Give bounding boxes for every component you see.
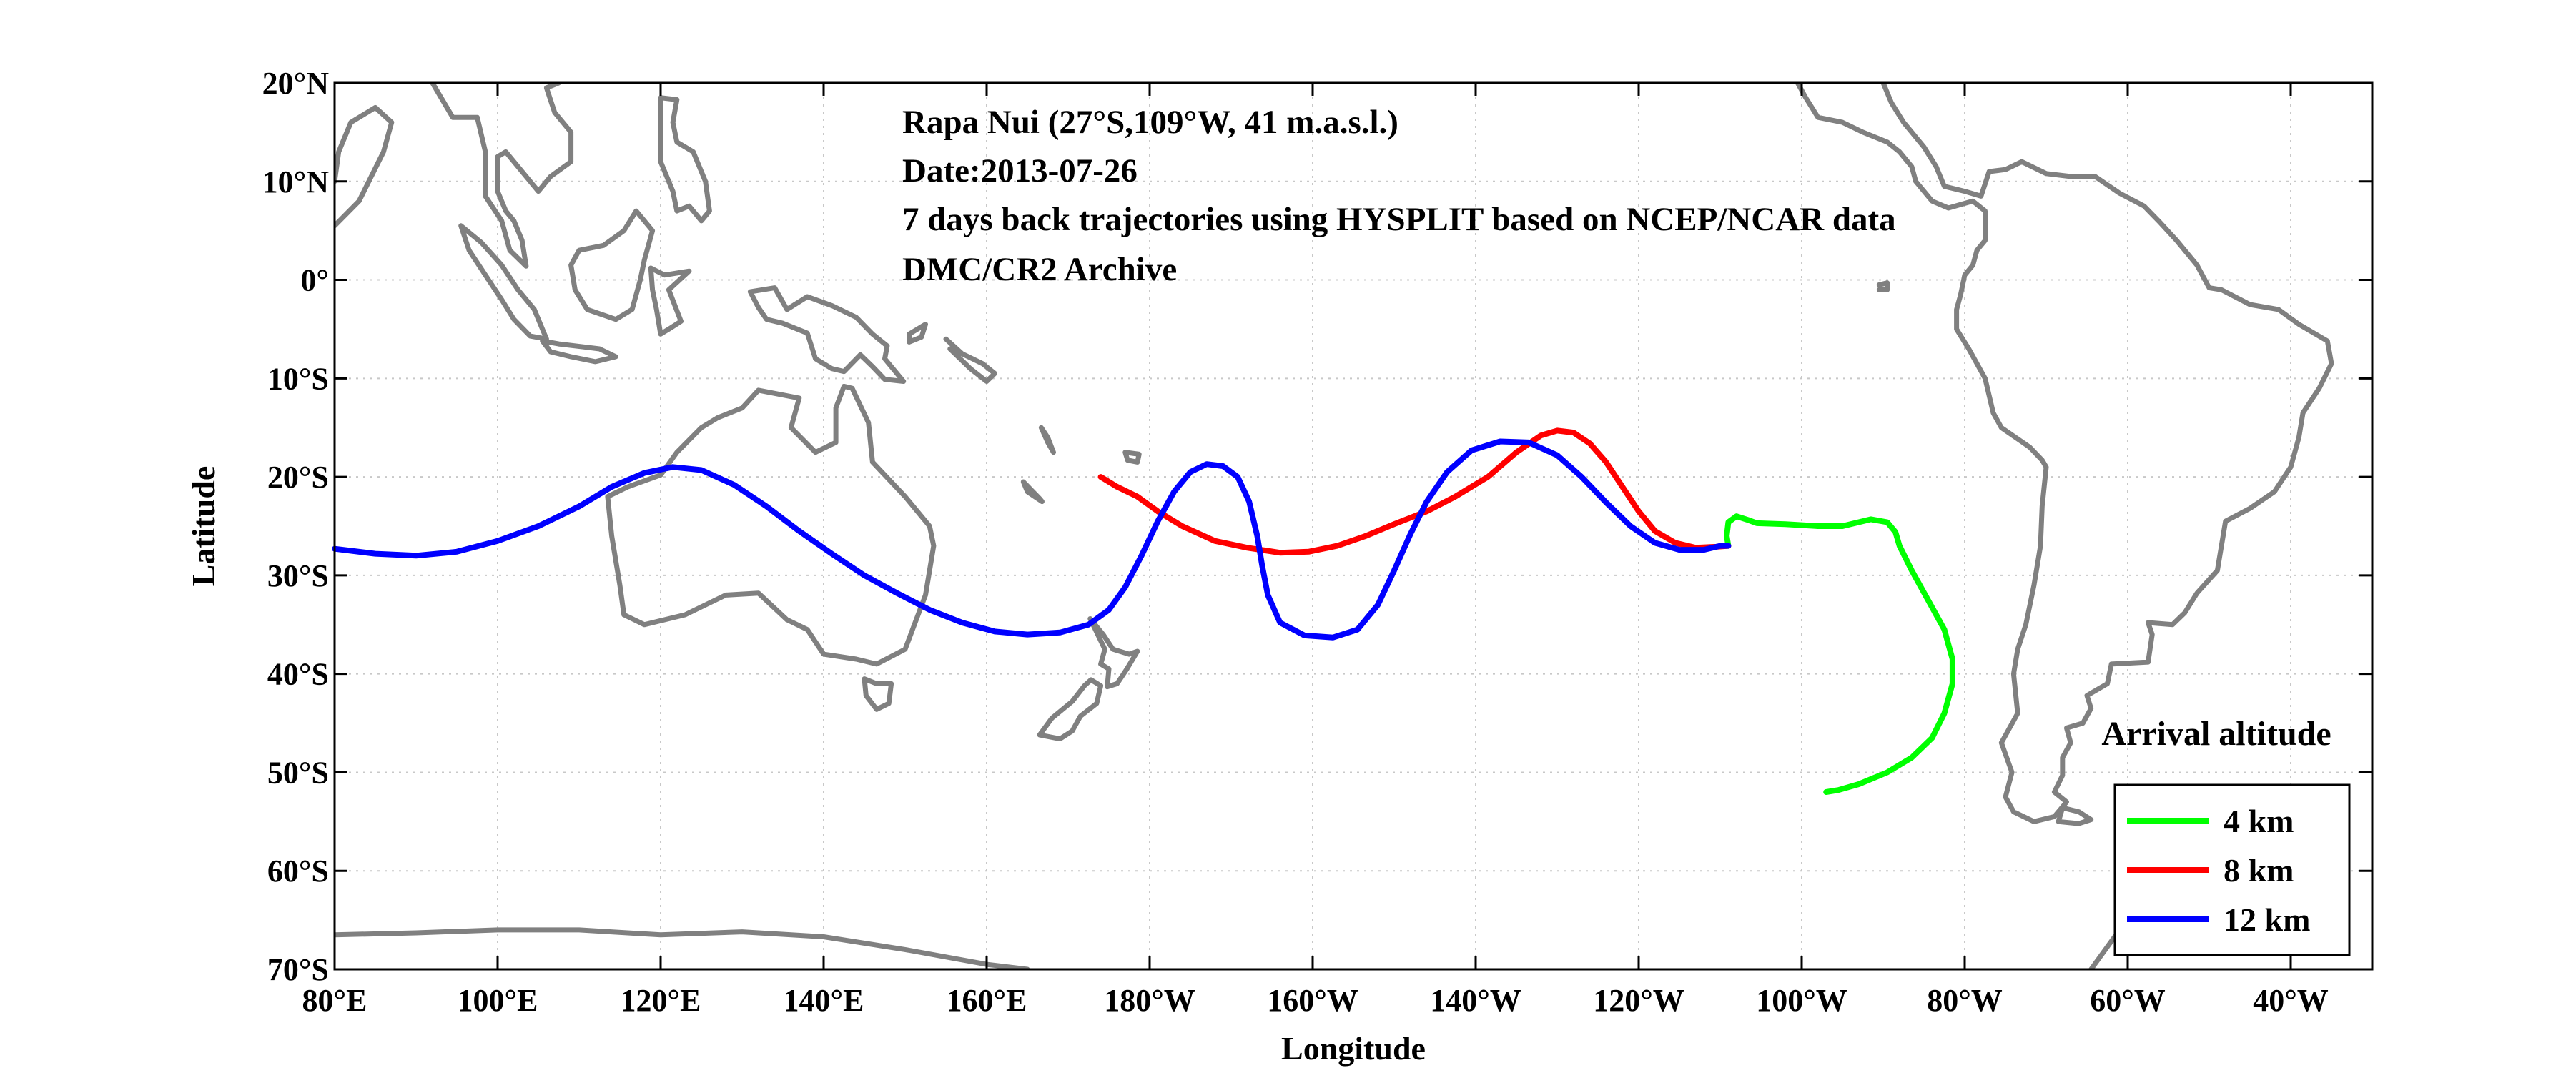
- coastline: [2056, 805, 2094, 826]
- x-tick-label: 120°E: [621, 983, 701, 1018]
- x-tick-label: 160°E: [947, 983, 1027, 1018]
- coastline: [1038, 425, 1056, 455]
- info-annotation: 7 days back trajectories using HYSPLIT b…: [902, 201, 1896, 238]
- y-tick-label: 20°N: [262, 66, 330, 101]
- coastline: [335, 104, 395, 229]
- coastline: [658, 95, 712, 224]
- trajectory-line-12-km: [332, 438, 1732, 641]
- coastline: [1795, 83, 2334, 824]
- x-axis-label: Longitude: [1281, 1030, 1426, 1067]
- coastline: [430, 83, 574, 269]
- legend-entry-label: 12 km: [2224, 901, 2310, 938]
- info-annotation: Rapa Nui (27°S,109°W, 41 m.a.s.l.): [902, 104, 1398, 141]
- x-tick-label: 140°E: [784, 983, 864, 1018]
- x-tick-label: 160°W: [1267, 983, 1358, 1018]
- axis-ticks: 80°E 100°E 120°E 140°E 160°E 180°W 160°W 140°W 1…: [262, 66, 2372, 1018]
- coastline: [1020, 479, 1045, 505]
- coastline: [862, 676, 894, 712]
- x-tick-label: 80°W: [1927, 983, 2003, 1018]
- x-tick-label: 120°W: [1593, 983, 1684, 1018]
- info-annotations: Rapa Nui (27°S,109°W, 41 m.a.s.l.) Date:2…: [902, 104, 1896, 288]
- coastline: [1876, 280, 1890, 292]
- coastline: [605, 383, 937, 667]
- coastline: [1087, 616, 1140, 690]
- legend: 4 km 8 km 12 km: [2113, 783, 2351, 956]
- y-axis-label: Latitude: [185, 466, 222, 587]
- legend-title: Arrival altitude: [2101, 715, 2331, 753]
- y-tick-label: 30°S: [267, 558, 329, 593]
- coastline: [663, 34, 676, 59]
- coastline: [458, 223, 549, 342]
- x-tick-label: 100°E: [458, 983, 538, 1018]
- x-tick-label: 80°E: [302, 983, 367, 1018]
- y-tick-label: 0°: [300, 263, 329, 298]
- coastline: [568, 208, 656, 322]
- x-tick-label: 100°W: [1756, 983, 1847, 1018]
- info-annotation: DMC/CR2 Archive: [902, 251, 1177, 288]
- y-tick-label: 40°S: [267, 657, 329, 692]
- coastline: [943, 336, 997, 384]
- x-tick-label: 140°W: [1430, 983, 1521, 1018]
- y-tick-label: 70°S: [267, 952, 329, 987]
- coastline: [1122, 450, 1142, 465]
- legend-entry-label: 8 km: [2224, 852, 2294, 889]
- trajectory-line-8-km: [1097, 427, 1732, 556]
- legend-entry-label: 4 km: [2224, 803, 2294, 839]
- x-tick-label: 40°W: [2253, 983, 2329, 1018]
- coastline: [648, 265, 692, 337]
- trajectory-line-4-km: [1724, 513, 1955, 795]
- coastline: [540, 338, 618, 365]
- coastline-map: [335, 34, 2334, 969]
- coastline: [747, 285, 907, 384]
- y-tick-label: 50°S: [267, 755, 329, 790]
- y-tick-label: 20°S: [267, 460, 329, 495]
- trajectory-series: [332, 427, 1955, 795]
- y-tick-label: 10°N: [262, 164, 330, 199]
- coastline: [1037, 677, 1104, 742]
- x-tick-label: 60°W: [2090, 983, 2166, 1018]
- y-tick-label: 60°S: [267, 854, 329, 889]
- plot-frame: [333, 81, 2374, 971]
- x-tick-label: 180°W: [1104, 983, 1195, 1018]
- info-annotation: Date:2013-07-26: [902, 152, 1138, 189]
- y-tick-label: 10°S: [267, 361, 329, 396]
- coastline: [907, 322, 928, 345]
- coastline: [335, 927, 1030, 969]
